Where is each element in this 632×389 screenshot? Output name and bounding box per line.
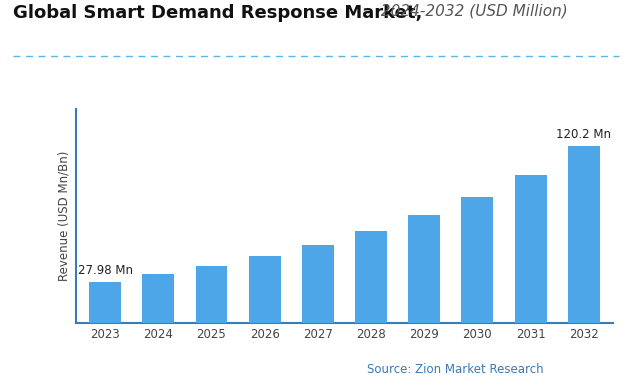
Text: 120.2 Mn: 120.2 Mn: [556, 128, 611, 141]
Bar: [568, 145, 600, 323]
Text: Global Smart Demand Response Market,: Global Smart Demand Response Market,: [13, 4, 422, 22]
Bar: [89, 282, 121, 323]
Bar: [461, 197, 494, 323]
Bar: [302, 245, 334, 323]
Text: CAGR : 17.58%: CAGR : 17.58%: [40, 363, 150, 376]
Y-axis label: Revenue (USD Mn/Bn): Revenue (USD Mn/Bn): [58, 151, 70, 281]
Text: 27.98 Mn: 27.98 Mn: [78, 264, 133, 277]
Bar: [142, 275, 174, 323]
Bar: [249, 256, 281, 323]
Bar: [514, 175, 547, 323]
Bar: [355, 231, 387, 323]
Text: Source: Zion Market Research: Source: Zion Market Research: [367, 363, 543, 376]
Bar: [195, 266, 228, 323]
Bar: [408, 215, 440, 323]
Text: 2024-2032 (USD Million): 2024-2032 (USD Million): [376, 4, 568, 19]
